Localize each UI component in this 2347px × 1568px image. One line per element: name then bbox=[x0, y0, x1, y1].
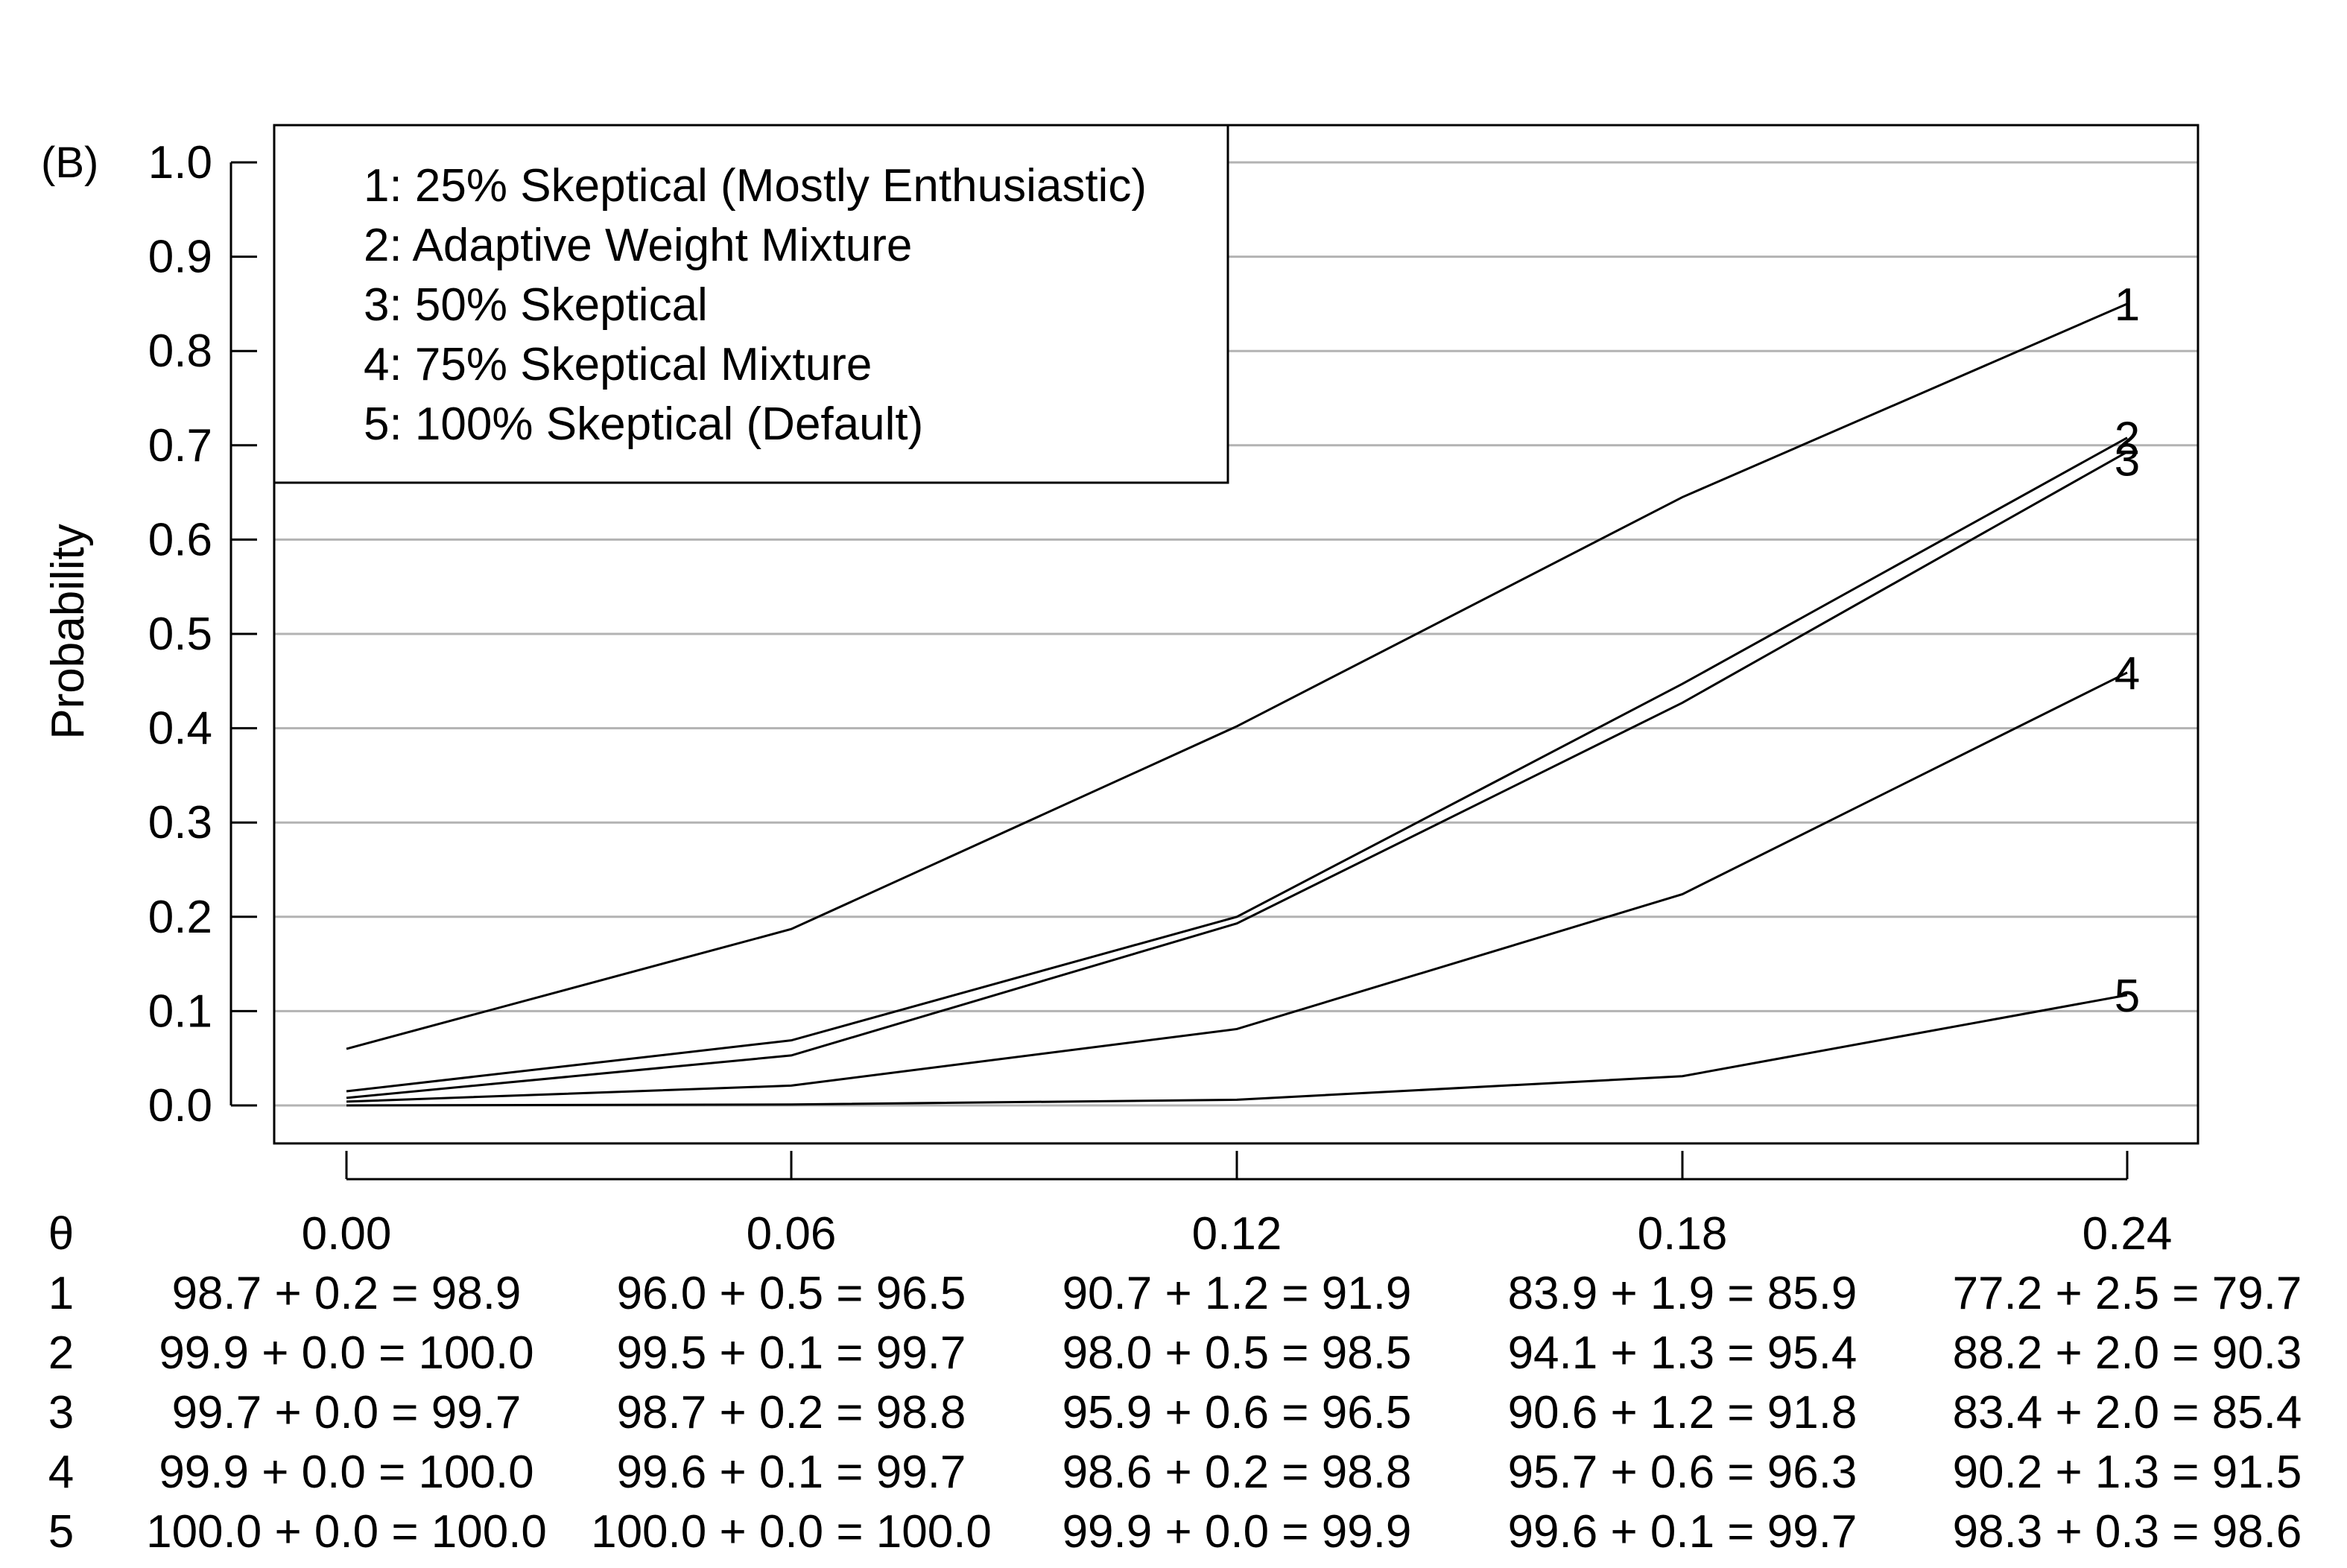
table-cell: 100.0 + 0.0 = 100.0 bbox=[591, 1506, 992, 1558]
series-line-4 bbox=[346, 671, 2128, 1103]
theta-table: θ 1 98.7 + 0.2 = 98.9 96.0 + 0.5 = 96.5 90.7… bbox=[48, 1208, 2302, 1558]
table-cell: 98.3 + 0.3 = 98.6 bbox=[1953, 1506, 2302, 1558]
series-line-5 bbox=[346, 994, 2128, 1107]
legend-entry-3: 3: 50% Skeptical bbox=[364, 279, 708, 331]
table-cell: 99.6 + 0.1 = 99.7 bbox=[1508, 1506, 1857, 1558]
series-line-1 bbox=[346, 302, 2128, 1050]
y-tick-label: 0.0 bbox=[148, 1080, 212, 1131]
table-row-label: 3 bbox=[48, 1387, 74, 1438]
y-tick-label: 0.7 bbox=[148, 420, 212, 472]
table-cell: 99.5 + 0.1 = 99.7 bbox=[617, 1327, 966, 1379]
table-cell: 96.0 + 0.5 = 96.5 bbox=[617, 1268, 966, 1319]
x-tick-label: 0.00 bbox=[302, 1208, 392, 1260]
table-cell: 90.7 + 1.2 = 91.9 bbox=[1062, 1268, 1412, 1319]
series-line-2 bbox=[346, 437, 2128, 1093]
y-axis-title: Probability bbox=[42, 524, 94, 739]
x-tick-label: 0.06 bbox=[747, 1208, 837, 1260]
table-cell: 99.9 + 0.0 = 100.0 bbox=[159, 1327, 533, 1379]
y-tick-label: 0.8 bbox=[148, 326, 212, 377]
table-row-label: 2 bbox=[48, 1327, 74, 1379]
table-row-label: 4 bbox=[48, 1447, 74, 1498]
y-tick-label: 0.4 bbox=[148, 703, 212, 755]
table-cell: 83.4 + 2.0 = 85.4 bbox=[1953, 1387, 2302, 1438]
table-cell: 100.0 + 0.0 = 100.0 bbox=[146, 1506, 547, 1558]
x-tick-label: 0.24 bbox=[2082, 1208, 2173, 1260]
legend-box bbox=[273, 124, 1229, 484]
y-tick-label: 0.3 bbox=[148, 797, 212, 848]
table-row-label: 5 bbox=[48, 1506, 74, 1558]
series-end-label-1: 1 bbox=[2115, 279, 2140, 331]
series-end-label-5: 5 bbox=[2115, 971, 2140, 1022]
y-tick-label: 0.1 bbox=[148, 985, 212, 1037]
legend: 1: 25% Skeptical (Mostly Enthusiastic) 2:… bbox=[273, 124, 1229, 484]
plot-frame bbox=[273, 124, 2199, 1145]
x-tick-label: 0.12 bbox=[1192, 1208, 1282, 1260]
x-axis: 0.00 0.06 0.12 0.18 0.24 bbox=[302, 1151, 2173, 1260]
table-cell: 98.7 + 0.2 = 98.8 bbox=[617, 1387, 966, 1438]
panel-label: (B) bbox=[41, 139, 98, 187]
series-lines bbox=[346, 302, 2128, 1107]
table-cell: 99.6 + 0.1 = 99.7 bbox=[617, 1447, 966, 1498]
table-cell: 94.1 + 1.3 = 95.4 bbox=[1508, 1327, 1857, 1379]
legend-entry-1: 1: 25% Skeptical (Mostly Enthusiastic) bbox=[364, 160, 1147, 212]
x-tick-label: 0.18 bbox=[1638, 1208, 1728, 1260]
table-cell: 99.9 + 0.0 = 99.9 bbox=[1062, 1506, 1412, 1558]
table-cell: 95.9 + 0.6 = 96.5 bbox=[1062, 1387, 1412, 1438]
table-row-label: 1 bbox=[48, 1268, 74, 1319]
series-end-label-2: 2 bbox=[2115, 413, 2140, 465]
table-cell: 83.9 + 1.9 = 85.9 bbox=[1508, 1268, 1857, 1319]
y-tick-label: 0.9 bbox=[148, 232, 212, 283]
series-end-label-4: 4 bbox=[2115, 648, 2140, 699]
table-cell: 95.7 + 0.6 = 96.3 bbox=[1508, 1447, 1857, 1498]
series-line-3 bbox=[346, 451, 2128, 1099]
table-cell: 90.6 + 1.2 = 91.8 bbox=[1508, 1387, 1857, 1438]
y-axis: 0.0 0.1 0.2 0.3 0.4 0.5 0.6 0.7 0.8 0.9 1.0 bbox=[148, 137, 257, 1131]
y-tick-label: 0.2 bbox=[148, 892, 212, 943]
table-cell: 98.7 + 0.2 = 98.9 bbox=[172, 1268, 522, 1319]
legend-entry-2: 2: Adaptive Weight Mixture bbox=[364, 220, 912, 271]
table-cell: 98.0 + 0.5 = 98.5 bbox=[1062, 1327, 1412, 1379]
legend-entry-4: 4: 75% Skeptical Mixture bbox=[364, 339, 872, 390]
table-cell: 98.6 + 0.2 = 98.8 bbox=[1062, 1447, 1412, 1498]
y-tick-label: 1.0 bbox=[148, 137, 212, 188]
table-cell: 99.7 + 0.0 = 99.7 bbox=[172, 1387, 522, 1438]
table-cell: 90.2 + 1.3 = 91.5 bbox=[1953, 1447, 2302, 1498]
series-end-label-3: 3 bbox=[2115, 435, 2140, 486]
y-tick-label: 0.5 bbox=[148, 609, 212, 660]
theta-symbol: θ bbox=[48, 1208, 74, 1260]
table-cell: 99.9 + 0.0 = 100.0 bbox=[159, 1447, 533, 1498]
legend-entry-5: 5: 100% Skeptical (Default) bbox=[364, 399, 923, 450]
table-cell: 88.2 + 2.0 = 90.3 bbox=[1953, 1327, 2302, 1379]
y-tick-label: 0.6 bbox=[148, 514, 212, 565]
table-cell: 77.2 + 2.5 = 79.7 bbox=[1953, 1268, 2302, 1319]
